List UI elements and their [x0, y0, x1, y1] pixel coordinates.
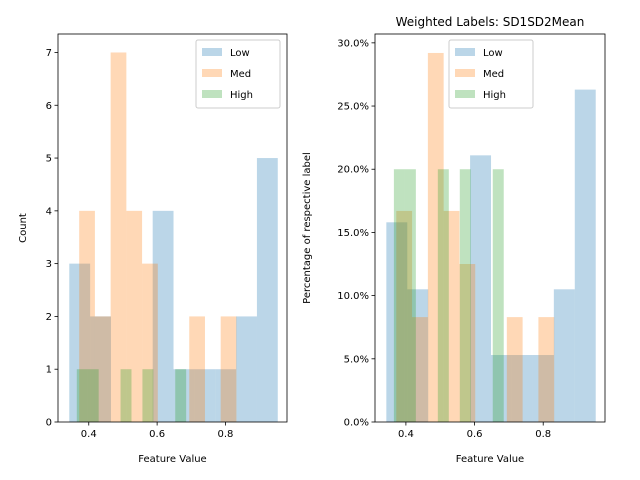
bar-low-4 — [470, 155, 492, 422]
legend: Low Med High — [448, 39, 534, 109]
bar-low-1 — [90, 316, 111, 422]
bar-low-9 — [256, 158, 278, 423]
bar-med-3 — [126, 210, 143, 422]
bar-med-2 — [427, 52, 444, 423]
bar-med-4 — [142, 263, 158, 422]
x-tick-label: 0.6 — [149, 429, 165, 440]
bar-low-0 — [69, 263, 91, 422]
legend-swatch-med — [455, 69, 475, 77]
bar-med-2 — [110, 52, 127, 422]
y-axis-label: Count — [18, 213, 29, 243]
chart-title: Weighted Labels: SD1SD2Mean — [396, 15, 585, 29]
bar-med-7 — [506, 317, 523, 422]
legend-swatch-high — [455, 90, 475, 98]
bar-med-0 — [79, 210, 95, 422]
y-tick-label: 0 — [46, 418, 52, 429]
series-high — [76, 369, 187, 422]
y-tick-label: 5.0% — [344, 354, 369, 365]
bar-low-7 — [532, 355, 554, 422]
y-tick-label: 4 — [46, 206, 52, 217]
y-tick-label: 6 — [46, 101, 52, 112]
series-med — [79, 52, 237, 422]
bar-low-8 — [236, 316, 257, 422]
axes-frame — [57, 33, 288, 423]
bar-med-7 — [189, 316, 205, 422]
bar-med-9 — [538, 317, 555, 422]
legend-frame — [448, 39, 534, 109]
bar-med-1 — [412, 317, 428, 422]
y-tick-label: 1 — [46, 365, 52, 376]
bar-low-6 — [194, 369, 216, 422]
bar-low-0 — [386, 222, 408, 422]
bar-high-0 — [393, 169, 405, 422]
legend-frame — [195, 39, 281, 109]
legend-label-high: High — [483, 90, 506, 101]
legend-label-med: Med — [483, 69, 504, 80]
bar-low-5 — [491, 355, 512, 422]
y-axis-label: Percentage of respective label — [302, 152, 313, 304]
bar-high-6 — [459, 169, 471, 422]
legend-label-high: High — [230, 90, 253, 101]
y-tick-label: 20.0% — [337, 165, 369, 176]
y-tick-label: 10.0% — [337, 291, 369, 302]
bar-low-6 — [511, 355, 533, 422]
x-axis-label: Feature Value — [456, 454, 524, 465]
y-tick-label: 30.0% — [337, 38, 369, 49]
bar-high-6 — [142, 369, 154, 422]
bar-high-4 — [437, 169, 449, 422]
bar-high-4 — [120, 369, 132, 422]
legend-label-low: Low — [230, 48, 250, 59]
series-high — [393, 169, 504, 422]
legend-label-med: Med — [230, 69, 251, 80]
x-tick-label: 0.4 — [81, 429, 97, 440]
y-tick-label: 7 — [46, 48, 52, 59]
x-tick-label: 0.8 — [535, 429, 551, 440]
legend-swatch-med — [202, 69, 222, 77]
legend-swatch-high — [202, 90, 222, 98]
legend: Low Med High — [195, 39, 281, 109]
left-histogram-panel: 0.4 0.6 0.8 0 1 2 3 4 5 6 7 Feature Value Count Low Me… — [18, 33, 288, 465]
series-low — [386, 89, 596, 423]
series-med — [396, 52, 555, 423]
legend-swatch-low — [202, 48, 222, 56]
y-tick-label: 0.0% — [344, 418, 369, 429]
y-tick-label: 2 — [46, 312, 52, 323]
bar-high-0 — [76, 369, 88, 422]
bar-med-4 — [459, 264, 476, 422]
bar-high-9 — [175, 369, 187, 422]
bar-med-0 — [396, 210, 413, 422]
axes-frame — [374, 33, 606, 423]
x-tick-label: 0.4 — [398, 429, 414, 440]
right-histogram-panel: 0.4 0.6 0.8 0.0% 5.0% 10.0% 15.0% 20.0% 25.0% 30.… — [302, 15, 606, 465]
bar-low-5 — [173, 369, 195, 422]
bar-low-7 — [215, 369, 237, 422]
series-low — [69, 158, 278, 423]
legend-swatch-low — [455, 48, 475, 56]
bar-high-1 — [404, 169, 416, 422]
bar-med-9 — [220, 316, 237, 422]
bar-low-9 — [574, 89, 596, 423]
bar-med-1 — [94, 316, 111, 422]
bar-med-3 — [443, 210, 460, 422]
bar-low-4 — [152, 210, 174, 422]
bar-low-8 — [553, 289, 575, 422]
bar-low-1 — [407, 289, 429, 422]
y-tick-label: 5 — [46, 154, 52, 165]
y-tick-label: 25.0% — [337, 102, 369, 113]
bar-high-1 — [87, 369, 99, 422]
bar-high-9 — [492, 169, 504, 422]
x-tick-label: 0.6 — [467, 429, 483, 440]
x-axis-label: Feature Value — [138, 454, 206, 465]
y-tick-label: 15.0% — [337, 228, 369, 239]
x-tick-label: 0.8 — [218, 429, 234, 440]
y-tick-label: 3 — [46, 259, 52, 270]
legend-label-low: Low — [483, 48, 503, 59]
